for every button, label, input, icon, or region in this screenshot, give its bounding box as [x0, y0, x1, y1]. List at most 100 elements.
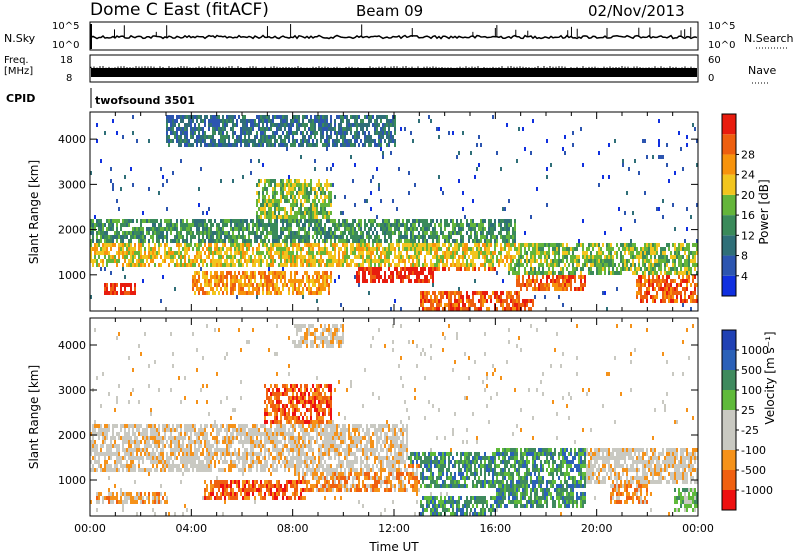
power-cell — [464, 267, 466, 271]
power-cell — [302, 183, 304, 187]
power-cell — [640, 287, 642, 291]
power-cell — [278, 135, 280, 139]
power-cell — [432, 291, 434, 295]
power-cell — [338, 263, 340, 267]
power-cell — [372, 239, 374, 243]
power-cell — [134, 235, 136, 239]
power-cell — [242, 123, 244, 127]
power-cell — [340, 119, 342, 123]
power-cell — [612, 263, 614, 267]
power-cell — [302, 247, 304, 251]
power-cell — [354, 123, 356, 127]
power-cell — [370, 267, 372, 271]
power-cell — [122, 291, 124, 295]
power-cell — [294, 219, 296, 223]
power-cell — [378, 271, 380, 275]
power-cell — [644, 271, 646, 275]
power-cell — [222, 247, 224, 251]
power-cell — [402, 223, 404, 227]
power-cell — [642, 259, 644, 263]
power-cell — [234, 131, 236, 135]
power-cell — [238, 291, 240, 295]
power-cell — [152, 247, 154, 251]
power-cell — [264, 275, 266, 279]
power-cell — [678, 251, 680, 255]
power-cell — [164, 235, 166, 239]
power-cell — [234, 139, 236, 143]
power-cell — [342, 211, 344, 215]
power-cell — [428, 115, 430, 119]
power-cell — [514, 227, 516, 231]
power-cell — [238, 287, 240, 291]
power-cell — [538, 243, 540, 247]
power-cell — [444, 235, 446, 239]
power-cell — [518, 255, 520, 259]
power-cell — [270, 199, 272, 203]
power-cell — [234, 227, 236, 231]
power-cell — [666, 163, 668, 167]
power-cell — [452, 255, 454, 259]
power-cell — [558, 287, 560, 291]
power-cell — [136, 251, 138, 255]
velocity-cell — [124, 436, 126, 440]
power-cell — [460, 255, 462, 259]
velocity-cell — [102, 428, 104, 432]
power-cell — [364, 199, 366, 203]
power-cell — [420, 271, 422, 275]
power-cell — [136, 219, 138, 223]
power-cell — [430, 303, 432, 307]
power-cell — [474, 231, 476, 235]
power-cell — [486, 235, 488, 239]
power-cell — [666, 287, 668, 291]
power-cell — [296, 263, 298, 267]
power-cell — [494, 291, 496, 295]
power-cell — [392, 247, 394, 251]
velocity-cell — [112, 496, 114, 500]
power-cell — [272, 231, 274, 235]
power-cell — [598, 151, 600, 155]
power-cell — [438, 291, 440, 295]
power-cell — [198, 255, 200, 259]
power-cell — [464, 307, 466, 311]
power-cell — [314, 187, 316, 191]
power-cell — [480, 223, 482, 227]
power-cell — [596, 255, 598, 259]
power-cell — [326, 135, 328, 139]
power-cell — [230, 255, 232, 259]
power-cell — [464, 247, 466, 251]
power-cell — [660, 259, 662, 263]
power-cell — [226, 143, 228, 147]
power-cell — [694, 255, 696, 259]
power-cell — [310, 119, 312, 123]
power-cell — [352, 219, 354, 223]
power-cell — [208, 291, 210, 295]
power-cell — [642, 255, 644, 259]
power-cell — [334, 243, 336, 247]
power-cell — [388, 259, 390, 263]
power-cell — [118, 231, 120, 235]
power-cell — [308, 223, 310, 227]
power-cell — [338, 127, 340, 131]
velocity-cell — [122, 468, 124, 472]
power-cell — [250, 159, 252, 163]
power-cell — [290, 235, 292, 239]
power-cell — [426, 275, 428, 279]
power-cell — [622, 243, 624, 247]
power-cell — [390, 247, 392, 251]
power-cell — [254, 239, 256, 243]
power-cell — [198, 247, 200, 251]
power-cell — [620, 259, 622, 263]
power-cell — [136, 227, 138, 231]
power-cell — [472, 267, 474, 271]
power-cell — [172, 251, 174, 255]
power-cell — [190, 135, 192, 139]
power-cell — [244, 131, 246, 135]
power-cell — [212, 291, 214, 295]
velocity-cell — [110, 452, 112, 456]
power-cell — [270, 211, 272, 215]
power-cell — [334, 239, 336, 243]
power-cell — [196, 271, 198, 275]
power-cell — [466, 291, 468, 295]
power-cell — [614, 139, 616, 143]
power-cell — [378, 135, 380, 139]
